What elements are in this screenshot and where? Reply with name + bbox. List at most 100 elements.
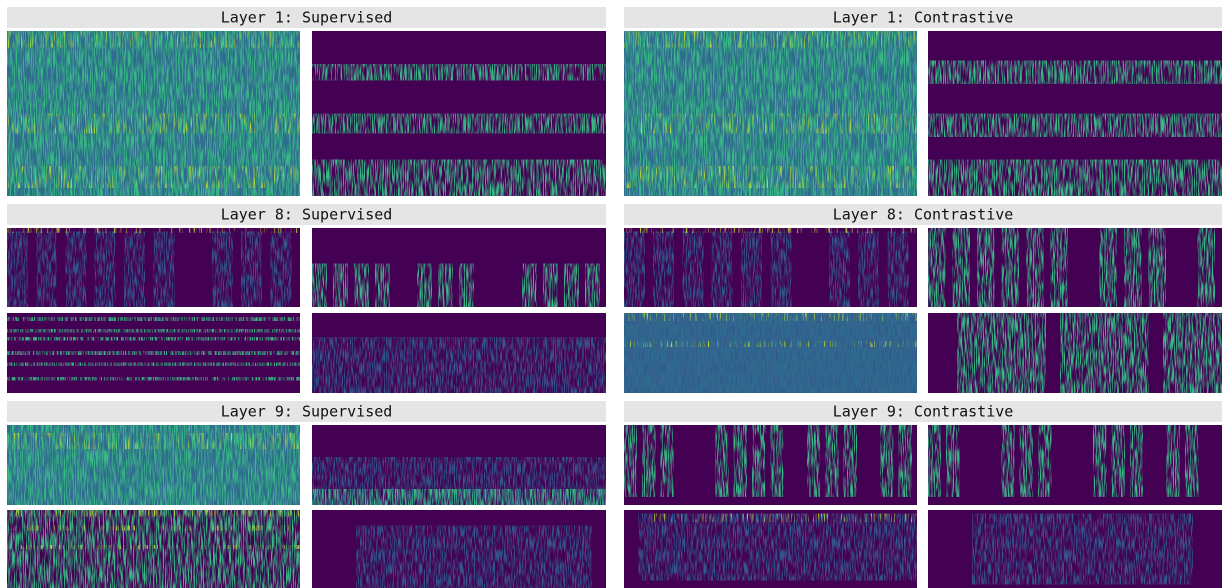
- spectrogram-texture: [683, 232, 704, 307]
- spectrogram: [928, 228, 1222, 307]
- spectrogram: [312, 313, 606, 393]
- spectrogram-texture: [899, 425, 912, 497]
- spectrogram-texture: [543, 264, 558, 307]
- spectrogram-texture: [716, 425, 729, 497]
- spectrogram-texture: [928, 425, 941, 497]
- spectrogram-texture: [624, 313, 917, 321]
- spectrogram-texture: [7, 31, 300, 48]
- spectrogram-texture: [977, 228, 994, 307]
- spectrogram-texture: [356, 526, 591, 588]
- spectrogram-texture: [7, 377, 300, 380]
- spectrogram-texture: [624, 114, 917, 134]
- spectrogram-texture: [212, 232, 233, 307]
- spectrogram-texture: [1060, 313, 1148, 393]
- spectrogram-texture: [624, 425, 637, 497]
- spectrogram-texture: [1149, 228, 1166, 307]
- spectrogram-texture: [829, 232, 850, 307]
- spectrogram-texture: [946, 425, 959, 497]
- spectrogram-texture: [928, 160, 1222, 196]
- spectrogram-texture: [825, 425, 838, 497]
- spectrogram: [624, 425, 917, 505]
- spectrogram-texture: [7, 114, 300, 134]
- spectrogram-texture: [661, 425, 674, 497]
- spectrogram-texture: [653, 232, 674, 307]
- spectrogram-texture: [7, 166, 300, 187]
- spectrogram-texture: [312, 337, 606, 393]
- spectrogram-texture: [585, 264, 600, 307]
- spectrogram-texture: [752, 425, 765, 497]
- spectrogram-bg: [928, 228, 1222, 307]
- spectrogram-texture: [7, 232, 28, 307]
- spectrogram-texture: [459, 264, 474, 307]
- spectrogram-texture: [1051, 228, 1068, 307]
- spectrogram-texture: [653, 514, 917, 522]
- spectrogram-texture: [1093, 425, 1106, 497]
- spectrogram-texture: [624, 31, 917, 48]
- spectrogram: [928, 425, 1222, 505]
- panel-title: Layer 9: Supervised: [221, 403, 393, 421]
- spectrogram-texture: [928, 61, 1222, 84]
- spectrogram-texture: [564, 264, 579, 307]
- spectrogram-texture: [312, 160, 606, 196]
- spectrogram-texture: [957, 313, 1045, 393]
- spectrogram-texture: [312, 489, 606, 505]
- spectrogram-texture: [154, 232, 175, 307]
- spectrogram-texture: [734, 425, 747, 497]
- spectrogram-texture: [438, 264, 453, 307]
- spectrogram-texture: [1002, 425, 1015, 497]
- spectrogram: [624, 31, 917, 196]
- spectrogram-texture: [642, 425, 655, 497]
- panel-title: Layer 9: Contrastive: [833, 403, 1014, 421]
- spectrogram-texture: [36, 232, 57, 307]
- panel-title: Layer 8: Supervised: [221, 206, 393, 224]
- spectrogram-texture: [7, 433, 300, 449]
- spectrogram-texture: [1002, 228, 1019, 307]
- spectrogram: [312, 31, 606, 196]
- spectrogram-texture: [624, 341, 917, 347]
- spectrogram-texture: [333, 264, 348, 307]
- spectrogram-texture: [888, 232, 909, 307]
- spectrogram-texture: [1100, 228, 1117, 307]
- spectrogram-texture: [624, 228, 917, 233]
- spectrogram-texture: [7, 329, 300, 332]
- spectrogram-texture: [771, 232, 792, 307]
- spectrogram-texture: [807, 425, 820, 497]
- spectrogram: [928, 313, 1222, 393]
- spectrogram-texture: [858, 232, 879, 307]
- spectrogram: [312, 425, 606, 505]
- spectrogram-texture: [522, 264, 537, 307]
- spectrogram-texture: [95, 232, 116, 307]
- spectrogram-texture: [7, 317, 300, 321]
- spectrogram-texture: [928, 228, 945, 307]
- spectrogram-texture: [312, 114, 606, 134]
- spectrogram-texture: [1167, 425, 1180, 497]
- spectrogram-texture: [624, 313, 917, 393]
- spectrogram: [928, 31, 1222, 196]
- spectrogram-texture: [7, 228, 300, 233]
- spectrogram-texture: [624, 166, 917, 187]
- spectrogram-texture: [7, 545, 300, 549]
- figure: Layer 1: SupervisedLayer 1: ContrastiveL…: [0, 0, 1227, 588]
- spectrogram-texture: [271, 232, 292, 307]
- spectrogram-texture: [1163, 313, 1222, 393]
- spectrogram-texture: [1124, 228, 1141, 307]
- spectrogram-texture: [241, 232, 262, 307]
- spectrogram: [624, 313, 917, 393]
- spectrogram-texture: [712, 232, 733, 307]
- spectrogram: [928, 510, 1222, 588]
- spectrogram-texture: [880, 425, 893, 497]
- spectrogram-texture: [844, 425, 857, 497]
- spectrogram: [7, 425, 300, 505]
- spectrogram: [312, 510, 606, 588]
- spectrogram: [624, 510, 917, 588]
- spectrogram-texture: [1038, 425, 1051, 497]
- spectrogram-texture: [375, 264, 390, 307]
- spectrogram-texture: [7, 526, 300, 531]
- spectrogram-texture: [354, 264, 369, 307]
- spectrogram-texture: [417, 264, 432, 307]
- panel-title: Layer 8: Contrastive: [833, 206, 1014, 224]
- spectrogram: [7, 31, 300, 196]
- spectrogram-texture: [124, 232, 145, 307]
- spectrogram-texture: [741, 232, 762, 307]
- spectrogram-texture: [312, 64, 606, 81]
